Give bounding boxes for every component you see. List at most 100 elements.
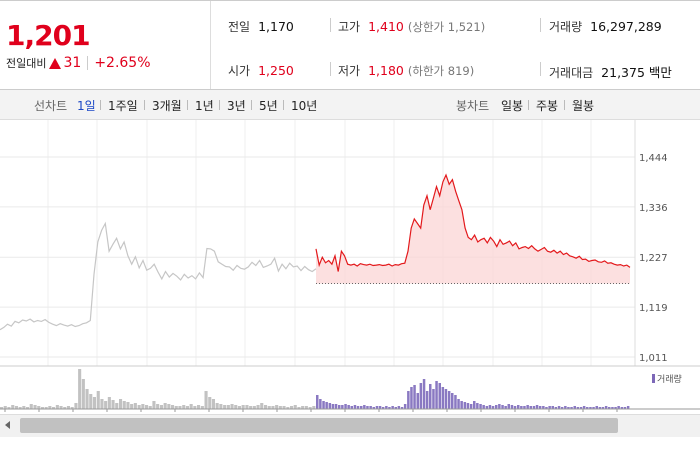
volume-bar-today (501, 405, 504, 409)
volume-bar-today (425, 391, 429, 409)
volume-bar-today (589, 407, 592, 409)
period-tab-1y[interactable]: 1년 (195, 99, 214, 113)
volume-bar-previous (308, 407, 312, 409)
period-tab-1w[interactable]: 1주일 (108, 99, 138, 113)
volume-bar-today (469, 404, 473, 409)
volume-bar-today (347, 405, 350, 409)
volume-bar-previous (267, 406, 271, 409)
prev-close-label: 전일 (228, 20, 251, 34)
volume-bar-today (460, 401, 463, 409)
period-tab-3y[interactable]: 3년 (227, 99, 246, 113)
change-percent: +2.65% (94, 55, 151, 71)
volume-bar-today (444, 389, 448, 409)
volume-bar-previous (100, 399, 104, 409)
volume-bar-today (548, 406, 551, 409)
volume-bar-today (422, 379, 426, 409)
volume-bar-today (473, 401, 476, 409)
candle-tab-daily[interactable]: 일봉 (501, 99, 524, 113)
scroll-left-arrow-icon[interactable] (5, 421, 10, 429)
volume-bar-previous (70, 407, 74, 409)
volume-bar-previous (256, 405, 260, 409)
low-label: 저가 (338, 64, 361, 78)
volume-bar-today (391, 406, 394, 409)
volume-bar-today (626, 406, 630, 409)
volume-bar-today (542, 406, 545, 409)
amount-label: 거래대금 (549, 66, 594, 80)
volume-bar-today (551, 406, 554, 409)
volume-bar-today (557, 406, 561, 409)
line-chart-label: 선차트 (34, 99, 68, 113)
volume-bar-previous (156, 404, 160, 409)
volume-bar-today (353, 405, 357, 409)
volume-bar-today (463, 402, 467, 409)
toolbar-divider (564, 100, 565, 110)
volume-bar-previous (55, 405, 59, 409)
volume-bar-today (601, 407, 605, 409)
scroll-thumb[interactable] (20, 418, 618, 433)
volume-bar-today (620, 407, 624, 409)
volume-bar-today (416, 393, 419, 409)
toolbar-divider (144, 100, 145, 110)
summary-divider (540, 18, 541, 32)
volume-bar-previous (145, 405, 149, 409)
change-divider (87, 56, 89, 70)
volume-bar-today (488, 405, 492, 409)
candle-tab-monthly[interactable]: 월봉 (572, 99, 595, 113)
volume-bar-previous (78, 369, 82, 409)
current-price: 1,201 (6, 19, 91, 52)
period-tab-1d[interactable]: 1일 (77, 99, 96, 113)
volume-bar-previous (119, 399, 123, 409)
volume-bar-previous (26, 407, 30, 409)
period-tab-3m[interactable]: 3개월 (152, 99, 182, 113)
volume-bar-today (567, 407, 570, 409)
volume-legend-label: 거래량 (657, 373, 682, 385)
volume-bar-today (576, 407, 580, 409)
volume-bar-today (608, 407, 611, 409)
volume-bar-previous (40, 407, 44, 409)
candle-chart-label: 봉차트 (456, 99, 490, 113)
price-summary: 1,201 전일대비 31 +2.65% 전일 1,170 시가 1,250 고… (0, 0, 700, 90)
y-tick-label: 1,119 (639, 303, 668, 314)
volume-bar-previous (237, 406, 241, 409)
volume-bar-today (476, 403, 479, 409)
volume-bar-previous (126, 402, 130, 409)
change-label: 전일대비 (6, 57, 47, 70)
y-tick-label: 1,011 (639, 353, 668, 364)
volume-bar-previous (107, 397, 111, 409)
toolbar-divider (528, 100, 529, 110)
volume-bar-previous (33, 405, 37, 409)
open-cell: 시가 1,250 (228, 62, 294, 79)
today-area-fill (316, 175, 630, 284)
chart-scrollbar[interactable] (0, 414, 700, 437)
period-tab-10y[interactable]: 10년 (291, 99, 318, 113)
volume-bar-previous (230, 404, 234, 409)
y-tick-label: 1,336 (639, 203, 668, 214)
volume-bar-today (538, 406, 542, 409)
volume-bar-today (564, 406, 567, 409)
volume-bar-previous (271, 406, 275, 409)
volume-bar-previous (81, 379, 85, 409)
volume-bar-today (513, 406, 517, 409)
volume-bar-today (413, 385, 416, 409)
y-tick-label: 1,227 (639, 253, 668, 264)
volume-bar-previous (301, 406, 305, 409)
volume-bar-today (394, 407, 397, 409)
volume-bar-today (573, 406, 576, 409)
volume-bar-previous (163, 403, 167, 409)
change-amount: 31 (63, 55, 82, 71)
volume-legend-swatch (652, 374, 655, 383)
volume-bar-previous (252, 406, 256, 409)
candle-tab-weekly[interactable]: 주봉 (536, 99, 559, 113)
volume-bar-previous (260, 403, 264, 409)
volume-bar-previous (226, 405, 230, 409)
volume-bar-previous (286, 407, 290, 409)
price-chart-svg: 1,444 1,336 1,227 1,119 1,011 거래량 (0, 120, 700, 412)
volume-bar-today (579, 407, 583, 409)
volume-bar-previous (245, 405, 249, 409)
up-triangle-icon (49, 57, 62, 69)
summary-divider (540, 62, 541, 76)
volume-bar-today (504, 406, 507, 409)
volume-bar-today (319, 399, 322, 409)
volume-bar-today (604, 406, 608, 409)
period-tab-5y[interactable]: 5년 (259, 99, 278, 113)
